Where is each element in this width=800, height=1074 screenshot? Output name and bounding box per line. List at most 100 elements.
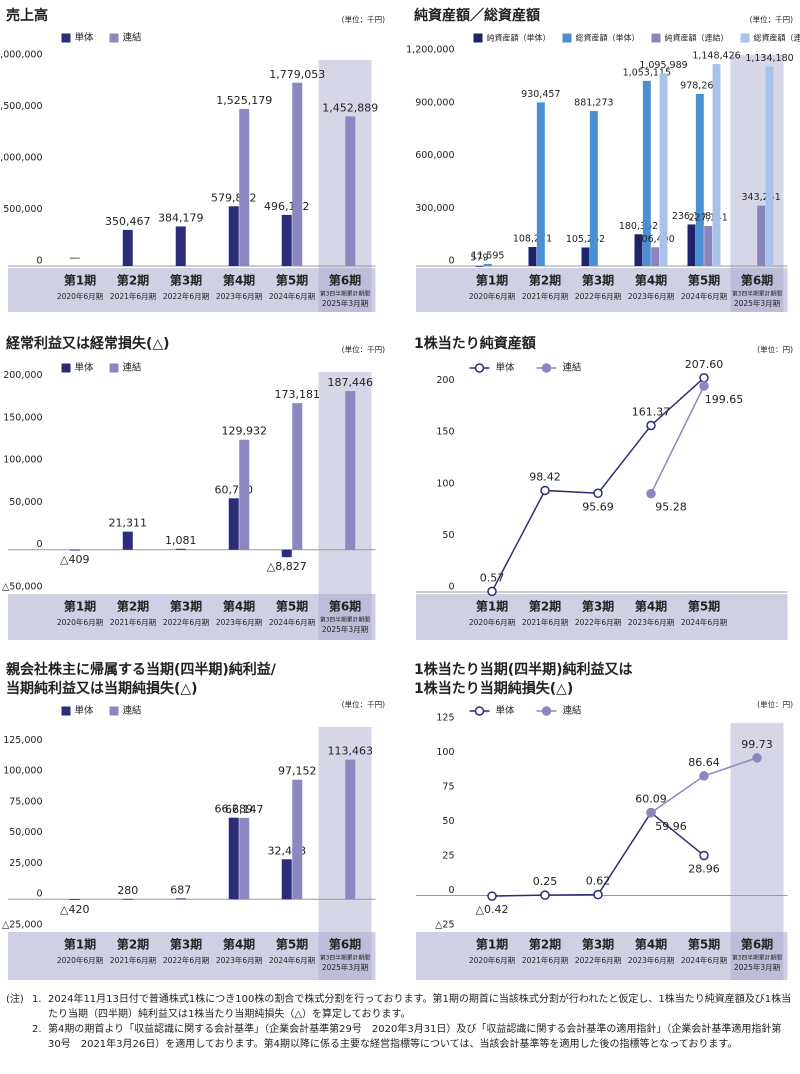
notes: (注) 1. 2024年11月13日付で普通株式1株につき100株の割合で株式分割を… xyxy=(6,992,792,1052)
y-tick-label: 125 xyxy=(436,713,454,724)
value-label: 1,134,180 xyxy=(745,53,793,64)
chart-panel: 1株当たり純資産額 (単位：円) 単体 連結 0 50 100 150 200 第1期 2020年6… xyxy=(414,335,793,640)
x-tick-label: 第2期 xyxy=(117,599,149,614)
x-tick-label: 第3期 xyxy=(582,599,614,614)
y-tick-label: 0 xyxy=(36,539,42,550)
y-tick-label: 2,000,000 xyxy=(0,50,43,61)
value-label: 28.96 xyxy=(688,863,720,876)
legend-swatch xyxy=(61,706,71,716)
x-tick-label: 第1期 xyxy=(64,599,96,614)
y-tick-label: 150 xyxy=(436,427,454,438)
y-tick-label: 100 xyxy=(436,747,454,758)
x-tick-label: 第1期 xyxy=(476,273,508,288)
value-label: 1,148,426 xyxy=(692,51,740,62)
x-tick-label: 第6期 xyxy=(329,599,361,614)
x-axis-band xyxy=(8,594,376,640)
x-tick-label: 第5期 xyxy=(688,937,720,952)
value-label: 187,446 xyxy=(328,376,374,389)
x-tick-label: 第5期 xyxy=(276,599,308,614)
period-label: 2023年6月期 xyxy=(628,955,674,965)
value-label: 0.62 xyxy=(586,875,611,888)
legend-swatch xyxy=(109,33,119,43)
x-tick-label: 第5期 xyxy=(276,273,308,288)
value-label: 105,262 xyxy=(566,234,605,245)
value-label: 11,595 xyxy=(471,250,504,261)
chart-title: 1株当たり当期純損失(△) xyxy=(414,680,573,697)
notes-label: (注) xyxy=(6,994,24,1005)
value-label: 1,053,115 xyxy=(623,67,671,78)
y-tick-label: 0 xyxy=(448,582,454,593)
bar xyxy=(695,93,704,266)
y-tick-label: △50,000 xyxy=(2,582,43,593)
value-label: — xyxy=(69,251,80,264)
period-label: 2024年6月期 xyxy=(269,955,315,965)
x-tick-label: 第1期 xyxy=(476,599,508,614)
note: 2. 第4期の期首より「収益認識に関する会計基準」（企業会計基準第29号 2020… xyxy=(6,1022,792,1052)
point xyxy=(540,890,550,900)
x-tick-label: 第6期 xyxy=(329,937,361,952)
point xyxy=(540,485,550,496)
bar xyxy=(589,111,598,266)
period-label: 2022年6月期 xyxy=(163,291,209,301)
period-label: 第3四半期累計期間 xyxy=(732,954,782,962)
legend-label: 連結 xyxy=(563,705,583,717)
period-label: 2025年3月期 xyxy=(734,962,780,972)
period-label: 2023年6月期 xyxy=(628,617,674,627)
bar xyxy=(483,263,492,266)
y-tick-label: 25 xyxy=(442,851,454,862)
y-tick-label: 25,000 xyxy=(9,858,42,869)
value-label: 21,311 xyxy=(109,517,148,530)
bar xyxy=(704,226,713,266)
y-tick-label: 1,500,000 xyxy=(0,101,43,112)
x-tick-label: 第4期 xyxy=(635,599,667,614)
legend-label: 単体 xyxy=(75,362,95,374)
value-label: 881,273 xyxy=(574,98,613,109)
legend-label: 単体 xyxy=(75,32,95,44)
y-tick-label: 50,000 xyxy=(9,827,42,838)
value-label: 66,147 xyxy=(225,803,264,816)
chart-panel: 親会社株主に帰属する当期(四半期)純利益/当期純利益又は当期純損失(△) (単位：… xyxy=(2,661,385,980)
point xyxy=(593,889,603,900)
legend-label: 連結 xyxy=(123,32,143,44)
y-tick-label: △25,000 xyxy=(2,920,43,931)
legend-marker xyxy=(474,363,485,373)
y-tick-label: △25 xyxy=(435,920,454,931)
value-label: △409 xyxy=(60,553,89,566)
x-tick-label: 第2期 xyxy=(529,937,561,952)
period-label: 2025年3月期 xyxy=(322,624,368,634)
chart-panel: 経常利益又は経常損失(△) (単位：千円) 単体 連結 △50,000 0 50,000 10… xyxy=(2,335,385,640)
value-label: 496,192 xyxy=(264,200,310,213)
value-label: 384,179 xyxy=(158,211,204,224)
x-tick-label: 第3期 xyxy=(582,937,614,952)
period-label: 2022年6月期 xyxy=(163,617,209,627)
y-tick-label: 50 xyxy=(442,816,454,827)
period-label: 2022年6月期 xyxy=(575,955,621,965)
x-tick-label: 第5期 xyxy=(688,273,720,288)
bar xyxy=(228,206,239,266)
value-label: 1,779,053 xyxy=(269,68,325,81)
y-tick-label: 1,200,000 xyxy=(406,45,454,56)
x-tick-label: 第3期 xyxy=(170,599,202,614)
legend-label: 単体 xyxy=(496,362,516,374)
bar xyxy=(122,229,133,266)
value-label: 199.65 xyxy=(705,393,744,406)
series-line xyxy=(650,385,705,495)
x-tick-label: 第3期 xyxy=(170,937,202,952)
point xyxy=(593,488,603,499)
legend-label: 連結 xyxy=(123,705,143,717)
y-tick-label: 600,000 xyxy=(415,150,454,161)
bar xyxy=(345,116,356,266)
period-label: 2020年6月期 xyxy=(57,291,103,301)
value-label: 1,525,179 xyxy=(216,94,272,107)
point xyxy=(646,488,656,499)
x-axis-band xyxy=(416,932,788,980)
bar xyxy=(122,898,133,900)
bar xyxy=(642,80,651,267)
legend-label: 単体 xyxy=(75,705,95,717)
chart-title: 当期純利益又は当期純損失(△) xyxy=(6,680,198,697)
y-tick-label: 150,000 xyxy=(3,412,42,423)
unit-label: (単位：千円) xyxy=(342,14,385,24)
value-label: 161.37 xyxy=(632,405,671,418)
chart-title: 売上高 xyxy=(6,7,48,24)
unit-label: (単位：円) xyxy=(757,699,793,709)
